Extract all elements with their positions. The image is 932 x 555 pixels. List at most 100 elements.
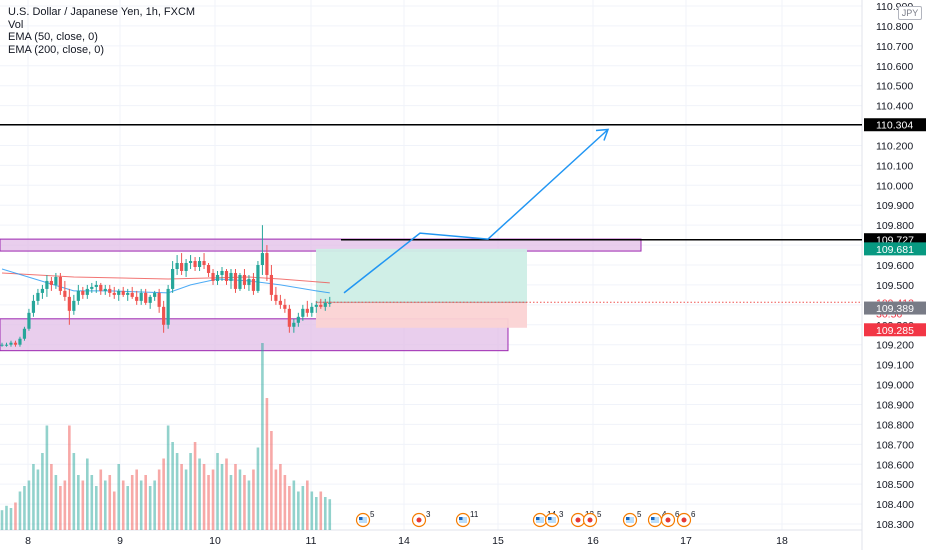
candle-body (188, 261, 193, 264)
candle-body (103, 288, 107, 291)
legend-volume[interactable]: Vol (8, 18, 24, 31)
candle-body (206, 265, 211, 273)
candle-body (292, 322, 296, 327)
candle-body (265, 253, 269, 275)
volume-bar (144, 475, 147, 530)
volume-bar (279, 464, 282, 530)
legend-ema50[interactable]: EMA (50, close, 0) (8, 31, 98, 43)
volume-bar (68, 425, 71, 530)
legend-symbol[interactable]: U.S. Dollar / Japanese Yen, 1h, FXCM (8, 6, 196, 18)
candle-body (22, 328, 27, 339)
volume-bar (157, 469, 161, 530)
time-tick-label: 10 (209, 535, 221, 547)
candle-body (72, 300, 76, 311)
time-tick-label: 16 (587, 535, 599, 547)
volume-bar (0, 510, 4, 530)
volume-bar (126, 486, 130, 530)
volume-bar (99, 469, 103, 530)
volume-bar (121, 480, 125, 530)
volume-bar (229, 475, 233, 530)
candle-body (45, 280, 49, 289)
volume-bar (86, 458, 89, 530)
event-count: 3 (559, 510, 564, 519)
candle-body (90, 286, 94, 289)
entry-price-label: 109.389 (864, 301, 926, 315)
volume-bar (288, 486, 291, 530)
volume-bar (261, 343, 264, 530)
time-tick-label: 14 (398, 535, 410, 547)
candle-body (4, 344, 9, 346)
volume-bar (135, 469, 138, 530)
volume-bar (216, 453, 219, 530)
volume-bar (265, 398, 269, 530)
volume-bar (189, 453, 192, 530)
candle-body (247, 278, 251, 285)
volume-bar (175, 453, 179, 530)
candle-body (314, 304, 318, 307)
candle-body (99, 284, 103, 291)
price-label-bg (864, 118, 926, 132)
ema200-line (1, 272, 330, 284)
us-flag-icon (548, 517, 552, 520)
event-count: 6 (675, 510, 680, 519)
volume-bar (139, 480, 143, 530)
volume-bar (247, 480, 251, 530)
price-tick-label: 109.800 (876, 220, 914, 232)
price-tick-label: 108.800 (876, 419, 914, 431)
candle-body (296, 316, 300, 323)
volume-bar (207, 475, 210, 530)
volume-bar (14, 502, 17, 530)
economic-events[interactable]: 53111431255466 (355, 510, 697, 528)
candle-body (233, 272, 238, 289)
price-tick-label: 110.200 (876, 140, 913, 152)
legend-ema200[interactable]: EMA (200, close, 0) (8, 43, 104, 56)
volume-bar (32, 464, 35, 530)
time-tick-label: 17 (680, 535, 692, 547)
time-tick-label: 8 (25, 535, 31, 547)
price-label-text: 110.304 (876, 120, 913, 132)
volume-bar (198, 458, 201, 530)
candle-body (269, 274, 273, 295)
us-flag-icon (536, 517, 540, 520)
candle-body (328, 302, 332, 304)
volume-bar (9, 508, 13, 530)
price-tick-label: 110.500 (876, 81, 913, 93)
price-tick-label: 109.600 (876, 260, 914, 272)
volume-bar (50, 464, 53, 530)
volume-bar (27, 480, 31, 530)
candle-body (274, 294, 278, 301)
candle-body (112, 292, 116, 295)
candle-body (220, 270, 224, 275)
candle-body (126, 292, 130, 295)
candle-body (197, 261, 202, 267)
projection-arrow (343, 128, 609, 294)
candle-body (40, 288, 45, 293)
candle-body (94, 284, 98, 287)
jp-flag-icon (681, 517, 687, 523)
price-labels: 110.304109.727109.681109.41330:56109.389… (864, 118, 926, 337)
volume-bar (63, 480, 67, 530)
volume-bar (220, 464, 224, 530)
us-flag-icon (651, 517, 655, 520)
price-tick-label: 108.700 (876, 439, 914, 451)
candle-body (184, 263, 188, 271)
price-tick-label: 110.800 (876, 21, 913, 33)
price-axis[interactable]: 110.900110.800110.700110.600110.500110.4… (876, 1, 914, 531)
us-flag-icon (626, 517, 630, 520)
price-tick-label: 109.500 (876, 280, 914, 292)
candle-body (283, 304, 287, 309)
time-axis[interactable]: 8 9 10 11 14 15 16 17 18 (25, 535, 788, 547)
volume-bar (94, 486, 98, 530)
volume-bar (166, 425, 170, 530)
volume-bar (301, 486, 305, 530)
candle-body (76, 290, 80, 301)
volume-bar (103, 480, 107, 530)
candle-body (260, 253, 265, 266)
drawings-layer[interactable] (0, 123, 862, 303)
candle-body (27, 312, 31, 329)
chart-legend[interactable]: U.S. Dollar / Japanese Yen, 1h, FXCM Vol… (8, 6, 195, 56)
event-count: 11 (470, 510, 479, 519)
currency-badge[interactable]: JPY (898, 6, 922, 20)
